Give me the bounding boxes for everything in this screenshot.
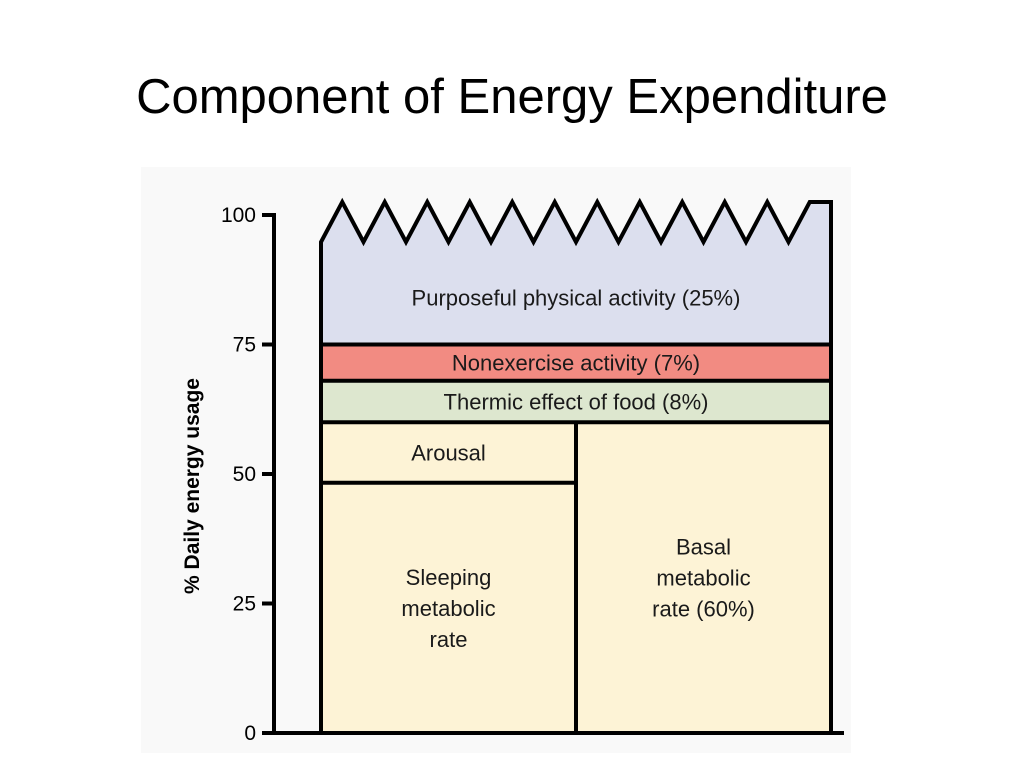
segment-label-line: Sleeping	[406, 565, 492, 590]
segment-label-line: Purposeful physical activity (25%)	[412, 285, 741, 310]
segment-label-line: rate (60%)	[652, 597, 755, 622]
segment-label-nonexercise-activity: Nonexercise activity (7%)	[452, 351, 700, 376]
y-tick-label-25: 25	[233, 593, 256, 616]
segment-label-purposeful-physical-activity: Purposeful physical activity (25%)	[412, 285, 741, 310]
figure-panel: 0 25 50 75 100 % Daily energy usage Sleeping me…	[141, 167, 851, 753]
segment-purposeful-physical-activity	[321, 202, 831, 345]
segment-label-sleeping-metabolic-rate: Sleeping metabolic rate	[401, 565, 495, 652]
y-tick-label-0: 0	[244, 722, 256, 745]
segment-label-thermic-effect-of-food: Thermic effect of food (8%)	[444, 389, 709, 414]
y-axis-label: % Daily energy usage	[181, 378, 204, 594]
segment-label-line: rate	[430, 627, 468, 652]
segment-sleeping-metabolic-rate	[321, 482, 576, 733]
segment-nonexercise-activity	[321, 344, 831, 381]
segment-arousal	[321, 422, 576, 483]
segment-label-line: Basal	[676, 535, 731, 560]
segment-label-line: Arousal	[411, 441, 486, 466]
segment-label-arousal: Arousal	[411, 441, 486, 466]
energy-expenditure-chart: 0 25 50 75 100 % Daily energy usage Sleeping me…	[181, 197, 844, 745]
segment-basal-metabolic-rate	[576, 422, 831, 733]
y-tick-label-75: 75	[233, 334, 256, 357]
segment-thermic-effect-of-food	[321, 380, 831, 423]
segment-label-line: Thermic effect of food (8%)	[444, 389, 709, 414]
segment-label-basal-metabolic-rate: Basal metabolic rate (60%)	[652, 535, 755, 622]
segment-label-line: Nonexercise activity (7%)	[452, 351, 700, 376]
segment-label-line: metabolic	[401, 596, 495, 621]
y-tick-label-50: 50	[233, 463, 256, 486]
y-tick-label-100: 100	[221, 204, 256, 227]
segment-label-line: metabolic	[656, 566, 750, 591]
slide-title: Component of Energy Expenditure	[136, 70, 888, 124]
block-outline	[319, 197, 833, 733]
